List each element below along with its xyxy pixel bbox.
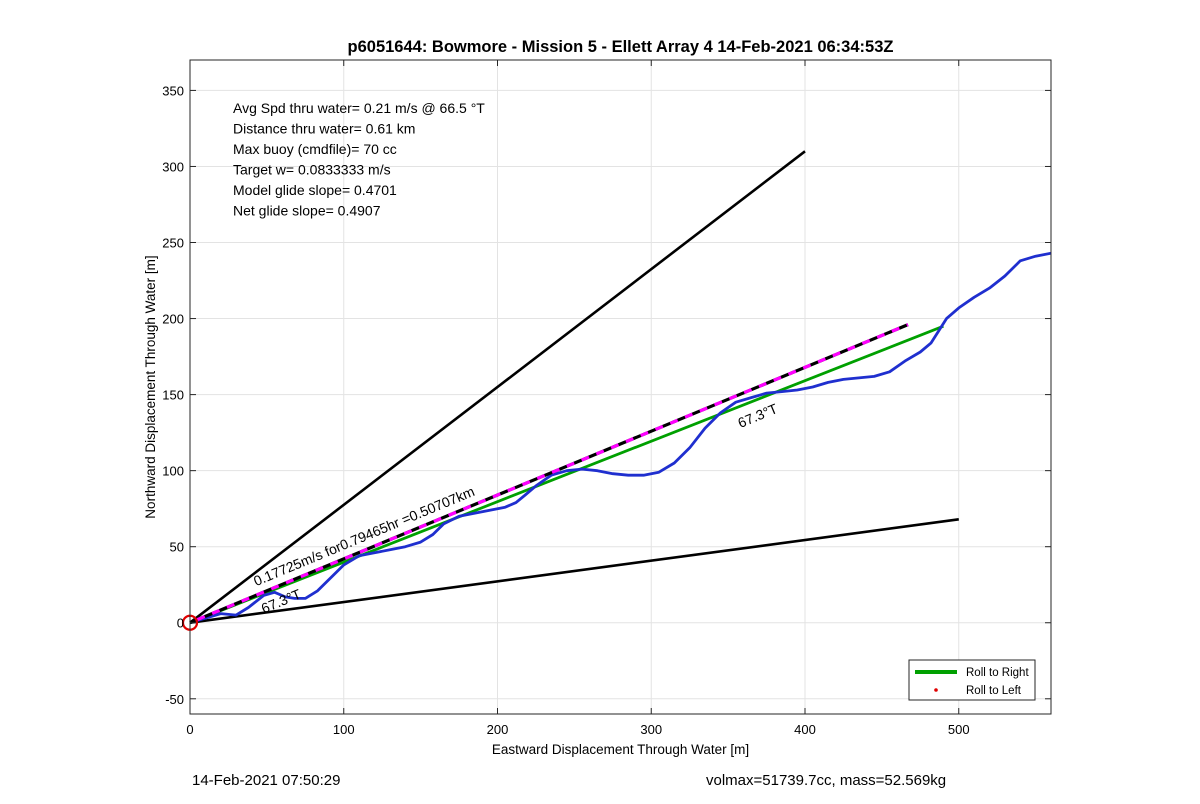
- chart-title: p6051644: Bowmore - Mission 5 - Ellett A…: [348, 38, 894, 56]
- x-tick-label: 300: [640, 722, 662, 737]
- upper-bound-line: [189, 150, 806, 624]
- info-line: Target w= 0.0833333 m/s: [233, 162, 391, 178]
- series-group: [181, 150, 1051, 631]
- y-tick-label: 200: [162, 312, 184, 327]
- y-tick-label: 250: [162, 236, 184, 251]
- legend: Roll to Right Roll to Left: [908, 659, 1036, 701]
- info-line: Avg Spd thru water= 0.21 m/s @ 66.5 °T: [233, 100, 485, 116]
- x-tick-label: 100: [333, 722, 355, 737]
- y-tick-label: -50: [165, 692, 184, 707]
- legend-entry-roll-left: Roll to Left: [966, 685, 1022, 697]
- legend-swatch-roll-left: [934, 688, 938, 692]
- lower-bound-line: [189, 518, 959, 624]
- footer-timestamp: 14-Feb-2021 07:50:29: [192, 772, 341, 789]
- footer-volume-mass: volmax=51739.7cc, mass=52.569kg: [706, 772, 947, 789]
- x-tick-label: 200: [487, 722, 509, 737]
- y-tick-label: 50: [170, 540, 184, 555]
- net-track-line: [189, 323, 909, 625]
- x-tick-label: 500: [948, 722, 970, 737]
- axes-background: [190, 60, 1051, 714]
- x-tick-label: 400: [794, 722, 816, 737]
- y-tick-label: 100: [162, 464, 184, 479]
- info-line: Max buoy (cmdfile)= 70 cc: [233, 141, 397, 157]
- y-axis-label: Northward Displacement Through Water [m]: [143, 255, 158, 518]
- y-tick-label: 300: [162, 159, 184, 174]
- info-box: Avg Spd thru water= 0.21 m/s @ 66.5 °T D…: [233, 100, 485, 219]
- info-line: Distance thru water= 0.61 km: [233, 121, 415, 137]
- legend-box: [908, 659, 1036, 701]
- y-tick-label: 150: [162, 388, 184, 403]
- trajectory-line: [190, 251, 1051, 625]
- axes-box: [189, 59, 1052, 715]
- grid: [189, 60, 1051, 714]
- info-line: Model glide slope= 0.4701: [233, 182, 397, 198]
- legend-entry-roll-right: Roll to Right: [966, 667, 1029, 679]
- x-axis-label: Eastward Displacement Through Water [m]: [492, 742, 749, 757]
- roll-to-right-line: [189, 324, 944, 625]
- y-tick-label: 350: [162, 83, 184, 98]
- x-tick-label: 0: [186, 722, 193, 737]
- info-line: Net glide slope= 0.4907: [233, 203, 381, 219]
- y-tick-label: 0: [177, 616, 184, 631]
